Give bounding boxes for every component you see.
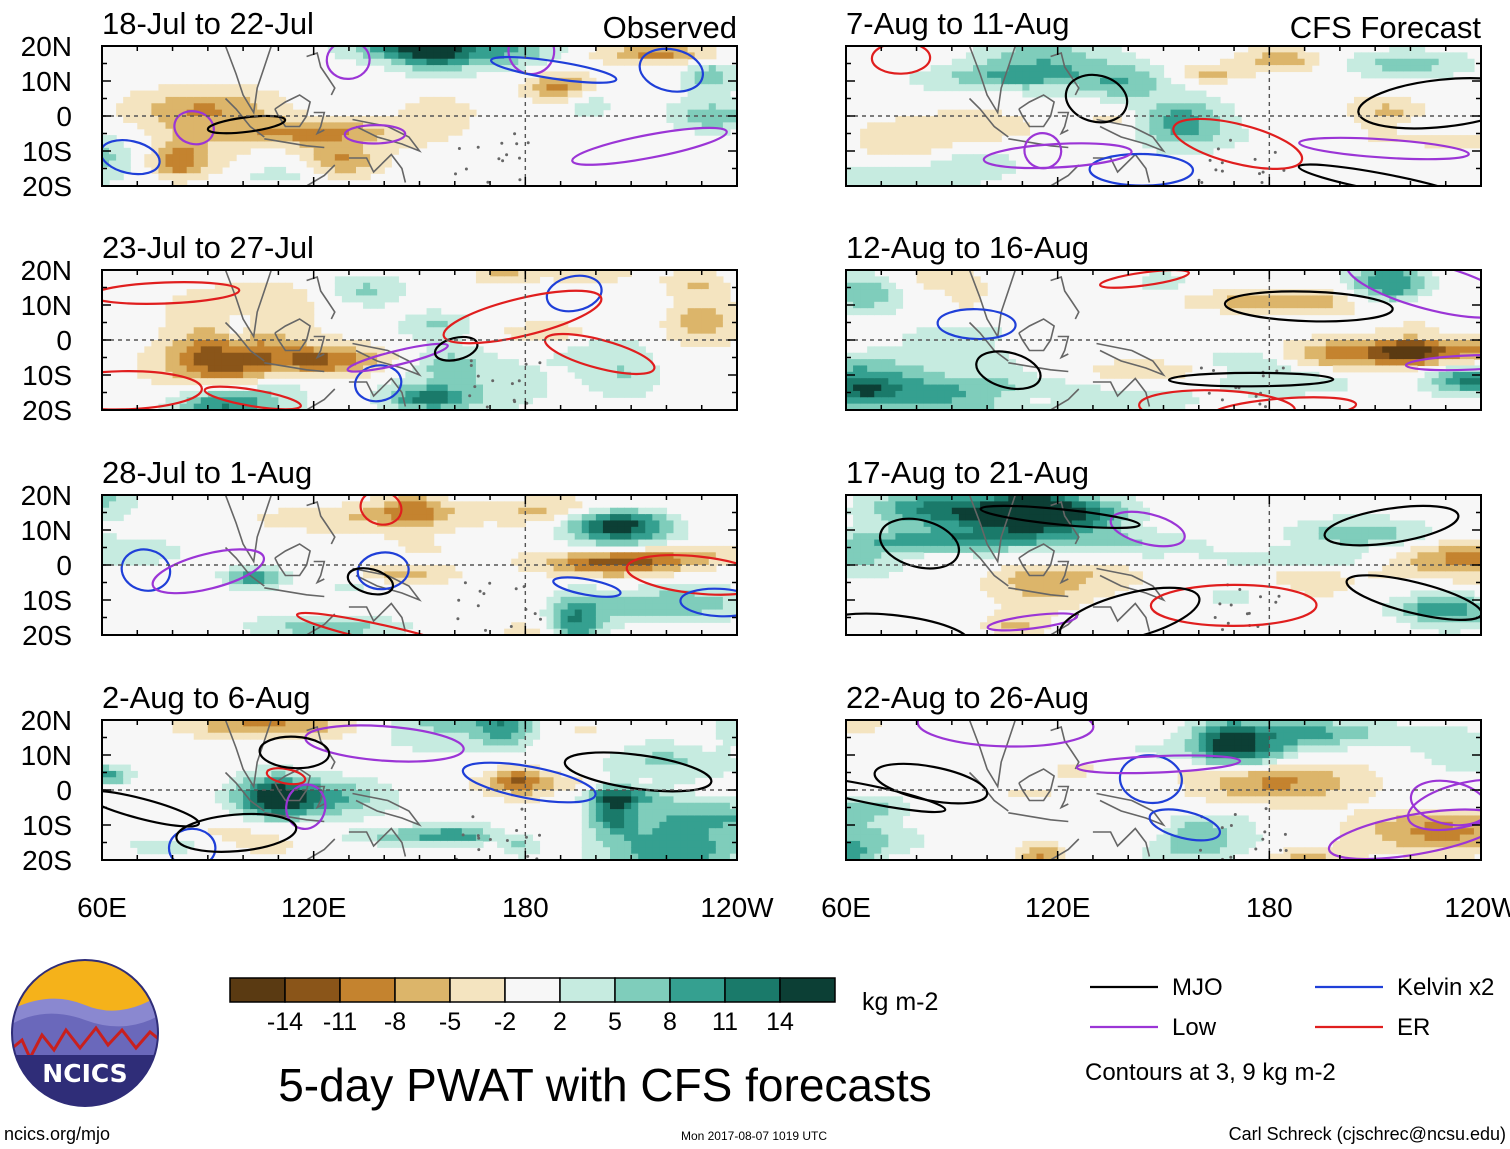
colorbar-swatch [284,977,341,1003]
logo-text: NCICS [42,1059,127,1088]
y-tick-label: 20S [22,395,72,426]
y-tick-label: 10N [21,66,72,97]
y-tick-label: 10S [22,585,72,616]
x-tick-label: 180 [1246,892,1293,923]
colorbar-label: 8 [663,1008,677,1036]
y-tick-label: 20S [22,620,72,651]
ncics-logo: NCICS [11,959,159,1107]
map-panel: 17-Aug to 21-Aug [845,455,1482,636]
y-tick-label: 20N [21,255,72,286]
x-tick-label: 120E [1025,892,1090,923]
y-tick-label: 10N [21,515,72,546]
x-tick-label: 120E [281,892,346,923]
y-tick-label: 20N [21,705,72,736]
x-tick-label: 180 [502,892,549,923]
colorbar: -14 -11 -8 -5 -2 2 5 8 11 14 kg m-2 [229,977,938,1036]
colorbar-swatch [559,977,616,1003]
y-tick-label: 0 [56,550,72,581]
x-tick-label: 60E [77,892,127,923]
colorbar-units: kg m-2 [862,988,938,1016]
y-tick-label: 0 [56,101,72,132]
y-tick-label: 0 [56,775,72,806]
map-panel: 7-Aug to 11-Aug CFS Forecast [845,6,1482,187]
colorbar-label: -14 [267,1008,303,1036]
column-label: Observed [603,10,737,45]
y-tick-label: 10S [22,136,72,167]
colorbar-label: 5 [608,1008,622,1036]
legend-label: Kelvin x2 [1397,974,1494,1001]
y-tick-label: 10N [21,740,72,771]
colorbar-swatch [669,977,726,1003]
column-label: CFS Forecast [1290,10,1482,45]
panel-title: 12-Aug to 16-Aug [846,230,1089,265]
colorbar-label: -5 [439,1008,461,1036]
colorbar-swatch [229,977,286,1003]
y-tick-label: 10S [22,810,72,841]
map-panel: 20N 10N 0 10S 20S 23-Jul to 27-Jul [21,230,738,426]
panel-title: 7-Aug to 11-Aug [846,6,1069,41]
y-tick-label: 0 [56,325,72,356]
map-panel: 22-Aug to 26-Aug [845,680,1482,861]
colorbar-label: -11 [323,1008,357,1036]
y-tick-label: 20N [21,31,72,62]
contour-note: Contours at 3, 9 kg m-2 [1085,1059,1336,1086]
x-tick-label: 120W [700,892,774,923]
footer-author: Carl Schreck (cjschrec@ncsu.edu) [1229,1124,1506,1144]
colorbar-swatch [614,977,671,1003]
x-tick-label: 120W [1444,892,1510,923]
panel-title: 28-Jul to 1-Aug [102,455,312,490]
panel-title: 22-Aug to 26-Aug [846,680,1089,715]
colorbar-swatch [724,977,781,1003]
colorbar-label: 14 [766,1008,794,1036]
main-title: 5-day PWAT with CFS forecasts [278,1059,932,1111]
colorbar-label: -2 [494,1008,516,1036]
map-panel: 20N 10N 0 10S 20S 28-Jul to 1-Aug [21,455,738,651]
colorbar-swatch [779,977,836,1003]
legend-label: ER [1397,1014,1430,1041]
colorbar-swatch [449,977,506,1003]
panel-title: 23-Jul to 27-Jul [102,230,314,265]
colorbar-label: -8 [384,1008,406,1036]
x-axis-labels: 60E 120E 180 120W 60E 120E 180 120W [77,892,1510,923]
legend-label: MJO [1172,974,1223,1001]
y-tick-label: 20S [22,171,72,202]
map-panel: 20N 10N 0 10S 20S 2-Aug to 6-Aug [21,680,738,876]
footer-url: ncics.org/mjo [4,1124,110,1144]
map-panel: 20N 10N 0 10S 20S 18-Jul to 22-Jul Observed [21,6,738,202]
colorbar-swatch [339,977,396,1003]
footer-timestamp: Mon 2017-08-07 1019 UTC [681,1129,827,1143]
panel-title: 17-Aug to 21-Aug [846,455,1089,490]
colorbar-label: 2 [553,1008,567,1036]
colorbar-swatch [504,977,561,1003]
map-panel: 12-Aug to 16-Aug [845,230,1482,411]
y-tick-label: 10N [21,290,72,321]
x-tick-label: 60E [821,892,871,923]
colorbar-label: 11 [712,1008,738,1036]
legend-label: Low [1172,1014,1217,1041]
y-tick-label: 20N [21,480,72,511]
y-tick-label: 10S [22,360,72,391]
contour-legend: MJO Kelvin x2 Low ER Contours at 3, 9 kg m-2 [1085,974,1494,1086]
y-tick-label: 20S [22,845,72,876]
panel-title: 18-Jul to 22-Jul [102,6,314,41]
colorbar-swatch [394,977,451,1003]
panel-title: 2-Aug to 6-Aug [102,680,311,715]
